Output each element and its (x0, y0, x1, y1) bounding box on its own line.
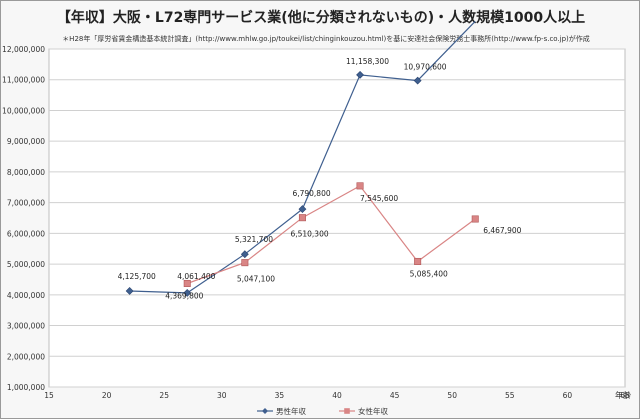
x-tick-label: 40 (332, 391, 342, 400)
y-tick-label: 3,000,000 (7, 322, 45, 331)
data-point-marker (356, 70, 364, 79)
series-layer (125, 20, 479, 297)
legend-marker (262, 408, 268, 414)
y-tick-label: 5,000,000 (7, 260, 45, 269)
chart-subtitle: ＊H28年「厚労省賃金構造基本統計調査」(http://www.mhlw.go.… (62, 34, 590, 43)
data-label: 4,061,400 (177, 272, 215, 281)
data-label: 4,369,800 (165, 291, 203, 300)
data-label: 11,158,300 (346, 57, 389, 66)
x-tick-label: 30 (217, 391, 227, 400)
legend-marker (344, 408, 350, 414)
data-label: 7,545,600 (360, 194, 398, 203)
x-tick-label: 55 (505, 391, 515, 400)
data-label: 5,085,400 (410, 269, 448, 278)
data-point-marker (241, 259, 249, 267)
data-point-marker (298, 205, 307, 213)
legend-label: 女性年収 (358, 406, 388, 416)
data-point-marker (471, 215, 479, 223)
data-label: 6,790,800 (292, 189, 330, 198)
data-point-marker (183, 289, 192, 297)
chart-title: 【年収】大阪・L72専門サービス業(他に分類されないもの)・人数規模1000人以… (57, 9, 585, 26)
y-tick-label: 11,000,000 (2, 76, 45, 85)
data-label: 4,125,700 (118, 272, 156, 281)
y-tick-label: 1,000,000 (7, 383, 45, 392)
y-tick-label: 7,000,000 (7, 199, 45, 208)
data-label: 5,047,100 (237, 275, 275, 284)
tick-layer: 1,000,000 2,000,000 3,000,000 4,000,000 5,00… (2, 45, 630, 400)
x-tick-label: 45 (390, 391, 400, 400)
x-tick-label: 15 (44, 391, 54, 400)
y-tick-label: 2,000,000 (7, 352, 45, 361)
x-tick-label: 65 (620, 391, 630, 400)
x-tick-label: 25 (159, 391, 169, 400)
legend: 男性年収 女性年収 (257, 406, 388, 416)
legend-label: 男性年収 (276, 406, 306, 416)
data-point-marker (125, 287, 134, 295)
data-point-marker (183, 279, 191, 287)
data-point-marker (298, 214, 306, 222)
x-tick-label: 50 (447, 391, 457, 400)
data-label: 10,970,600 (404, 63, 447, 72)
data-label: 5,321,700 (235, 235, 273, 244)
y-tick-label: 6,000,000 (7, 229, 45, 238)
grid-layer (49, 48, 625, 388)
x-tick-label: 20 (102, 391, 112, 400)
data-point-marker (413, 76, 422, 85)
y-tick-label: 4,000,000 (7, 291, 45, 300)
label-layer: 4,125,700 4,061,400 5,321,700 6,790,800 11,1… (118, 57, 522, 301)
y-tick-label: 10,000,000 (2, 106, 45, 115)
data-point-marker (414, 257, 422, 265)
x-tick-label: 35 (275, 391, 285, 400)
y-tick-label: 8,000,000 (7, 168, 45, 177)
x-tick-label: 60 (563, 391, 573, 400)
data-label: 6,510,300 (290, 230, 328, 239)
y-tick-label: 12,000,000 (2, 45, 45, 54)
y-tick-label: 9,000,000 (7, 137, 45, 146)
data-label: 6,467,900 (483, 226, 521, 235)
data-point-marker (356, 182, 364, 190)
data-point-marker (240, 250, 249, 259)
series-line (186, 185, 476, 285)
x-axis-label: 年齢 (615, 390, 631, 400)
plot-area (48, 48, 626, 388)
